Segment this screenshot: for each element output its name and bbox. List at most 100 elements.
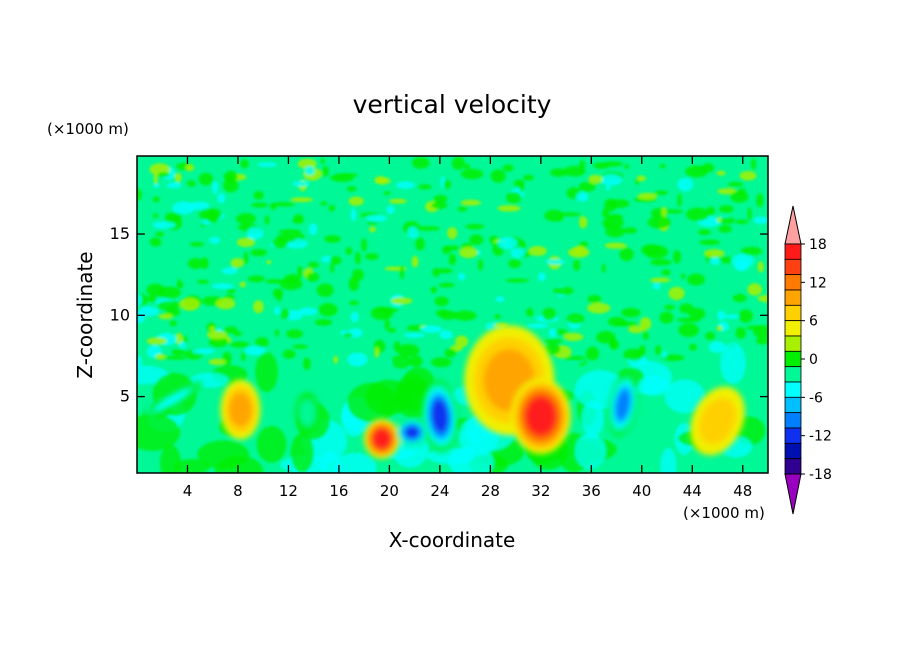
turbulence-patch xyxy=(697,229,712,236)
turbulence-patch xyxy=(229,341,250,348)
turbulence-patch xyxy=(508,258,522,269)
turbulence-patch xyxy=(416,226,441,231)
turbulence-patch xyxy=(240,159,249,169)
turbulence-patch xyxy=(174,332,183,345)
turbulence-patch xyxy=(615,321,638,327)
turbulence-patch xyxy=(659,311,674,324)
turbulence-patch xyxy=(478,259,484,271)
turbulence-patch xyxy=(735,326,746,339)
turbulence-patch xyxy=(211,283,234,290)
colorbar-label: 12 xyxy=(809,275,827,291)
turbulence-patch xyxy=(384,319,390,331)
turbulence-patch xyxy=(304,166,315,176)
turbulence-patch xyxy=(324,235,341,243)
turbulence-patch xyxy=(739,170,757,181)
turbulence-patch xyxy=(679,303,694,314)
background-patch xyxy=(660,447,677,473)
turbulence-patch xyxy=(490,169,506,183)
turbulence-patch xyxy=(668,286,685,301)
turbulence-patch xyxy=(757,261,764,273)
turbulence-patch xyxy=(215,298,236,310)
x-tick-label: 12 xyxy=(279,482,298,500)
turbulence-patch xyxy=(387,327,397,333)
background-patch xyxy=(256,425,287,463)
turbulence-patch xyxy=(212,181,219,194)
colorbar-box xyxy=(784,412,802,429)
colorbar-box xyxy=(784,458,802,475)
turbulence-patch xyxy=(685,207,710,222)
turbulence-patch xyxy=(209,326,215,332)
turbulence-patch xyxy=(605,184,611,191)
turbulence-patch xyxy=(200,257,209,270)
colorbar-label: 0 xyxy=(809,352,818,368)
turbulence-patch xyxy=(538,272,546,282)
turbulence-patch xyxy=(407,226,419,239)
turbulence-patch xyxy=(642,331,649,340)
turbulence-patch xyxy=(585,346,600,361)
turbulence-patch xyxy=(608,199,630,209)
turbulence-patch xyxy=(603,221,611,229)
colorbar-box xyxy=(784,366,802,383)
turbulence-patch xyxy=(605,225,625,238)
turbulence-patch xyxy=(178,341,188,349)
turbulence-patch xyxy=(573,259,581,271)
turbulence-patch xyxy=(420,325,443,333)
velocity-contour xyxy=(431,399,449,433)
turbulence-patch xyxy=(383,191,391,196)
colorbar-label: 6 xyxy=(809,314,818,330)
x-tick-label: 8 xyxy=(233,482,243,500)
turbulence-patch xyxy=(365,253,379,260)
y-tick-label: 15 xyxy=(110,224,130,243)
turbulence-patch xyxy=(409,355,423,368)
velocity-contour xyxy=(615,389,631,420)
turbulence-patch xyxy=(223,326,238,334)
turbulence-patch xyxy=(506,191,522,204)
turbulence-patch xyxy=(411,255,419,268)
turbulence-patch xyxy=(389,198,407,204)
turbulence-patch xyxy=(176,281,184,289)
turbulence-patch xyxy=(727,181,744,187)
turbulence-patch xyxy=(179,297,200,311)
turbulence-patch xyxy=(386,205,395,215)
turbulence-patch xyxy=(354,251,361,265)
colorbar-label: -12 xyxy=(809,429,832,445)
turbulence-patch xyxy=(554,329,568,335)
turbulence-patch xyxy=(494,314,501,319)
turbulence-patch xyxy=(361,238,367,253)
turbulence-patch xyxy=(349,300,360,306)
turbulence-patch xyxy=(146,283,165,297)
turbulence-patch xyxy=(661,354,685,361)
turbulence-patch xyxy=(348,196,364,206)
turbulence-patch xyxy=(430,357,452,368)
turbulence-patch xyxy=(253,190,264,200)
x-tick-label: 24 xyxy=(430,482,449,500)
turbulence-patch xyxy=(636,175,646,182)
turbulence-patch xyxy=(439,330,453,340)
turbulence-patch xyxy=(621,307,641,318)
turbulence-patch xyxy=(756,193,764,208)
background-patch xyxy=(255,351,279,393)
turbulence-patch xyxy=(460,168,484,180)
turbulence-patch xyxy=(292,180,310,187)
turbulence-patch xyxy=(347,352,368,367)
turbulence-patch xyxy=(345,247,352,255)
turbulence-patch xyxy=(647,215,671,229)
turbulence-patch xyxy=(644,245,669,259)
turbulence-patch xyxy=(269,202,277,210)
turbulence-patch xyxy=(306,272,320,282)
turbulence-patch xyxy=(453,310,477,321)
turbulence-patch xyxy=(166,182,182,189)
x-unit-label: (×1000 m) xyxy=(683,504,765,522)
turbulence-patch xyxy=(236,237,256,248)
turbulence-patch xyxy=(600,174,623,186)
turbulence-patch xyxy=(158,313,174,320)
velocity-contour xyxy=(229,392,252,427)
turbulence-patch xyxy=(655,345,662,356)
turbulence-patch xyxy=(239,281,246,288)
turbulence-patch xyxy=(434,296,449,307)
turbulence-patch xyxy=(328,204,336,212)
turbulence-patch xyxy=(137,188,142,201)
turbulence-patch xyxy=(208,336,229,348)
turbulence-patch xyxy=(677,193,682,208)
turbulence-patch xyxy=(649,277,671,283)
